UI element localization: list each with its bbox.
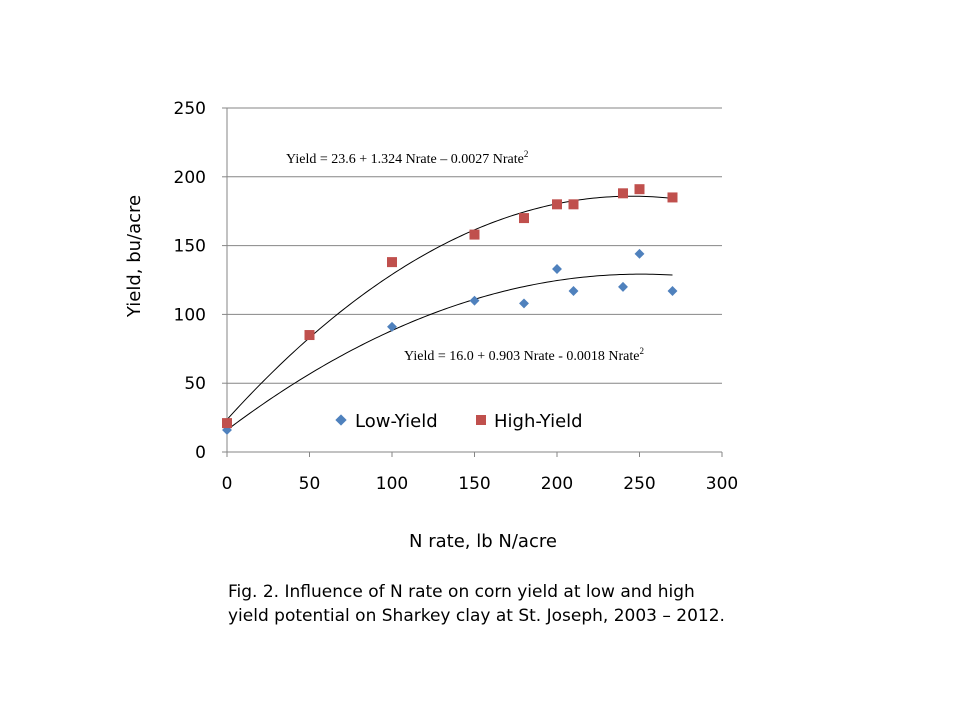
point-low-yield [667, 286, 678, 296]
x-axis-title: N rate, lb N/acre [409, 531, 557, 552]
trendline-low-yield [226, 273, 673, 431]
y-tick-label: 250 [174, 99, 206, 119]
point-high-yield [222, 418, 232, 429]
y-tick-label: 150 [174, 237, 206, 257]
point-low-yield [387, 321, 397, 332]
y-tick-label: 0 [195, 443, 206, 463]
point-low-yield [519, 298, 529, 309]
x-tick-label: 250 [623, 474, 655, 494]
point-high-yield [667, 192, 678, 203]
point-low-yield [634, 248, 645, 259]
y-tick-label: 100 [174, 305, 206, 325]
y-tick-label: 50 [184, 374, 206, 394]
legend-label-low-yield: Low-Yield [355, 411, 438, 432]
y-axis-title: Yield, bu/acre [124, 195, 145, 318]
data-points [222, 184, 678, 435]
point-low-yield [552, 264, 562, 274]
legend-marker-high-yield [476, 415, 486, 425]
point-low-yield [568, 286, 579, 296]
caption-line-1: Fig. 2. Influence of N rate on corn yiel… [228, 582, 695, 602]
y-tick-label: 200 [174, 168, 206, 188]
high-yield-equation: Yield = 23.6 + 1.324 Nrate – 0.0027 Nrat… [286, 149, 528, 167]
gridlines [227, 107, 722, 384]
legend: Low-Yield High-Yield [335, 411, 583, 432]
low-yield-equation: Yield = 16.0 + 0.903 Nrate - 0.0018 Nrat… [404, 346, 644, 364]
trendlines [226, 195, 673, 431]
point-high-yield [387, 257, 397, 268]
point-high-yield [618, 188, 628, 199]
point-low-yield [469, 295, 480, 306]
trendline-high-yield [226, 195, 673, 420]
point-high-yield [568, 199, 579, 210]
point-high-yield [469, 229, 480, 240]
x-tick-label: 300 [706, 474, 738, 494]
x-tick-labels: 0 50 100 150 200 250 300 [222, 452, 738, 494]
point-high-yield [552, 199, 562, 210]
x-tick-label: 50 [299, 474, 321, 494]
point-high-yield [634, 184, 645, 195]
legend-label-high-yield: High-Yield [494, 411, 583, 432]
y-tick-labels: 0 50 100 150 200 250 [174, 99, 227, 463]
point-low-yield [618, 281, 628, 292]
point-high-yield [304, 330, 315, 341]
x-tick-label: 150 [458, 474, 490, 494]
legend-marker-low-yield [335, 414, 347, 426]
caption-line-2: yield potential on Sharkey clay at St. J… [228, 606, 725, 626]
x-tick-label: 100 [376, 474, 408, 494]
x-tick-label: 200 [541, 474, 573, 494]
x-tick-label: 0 [222, 474, 233, 494]
point-high-yield [519, 213, 529, 224]
figure-caption: Fig. 2. Influence of N rate on corn yiel… [228, 580, 868, 628]
